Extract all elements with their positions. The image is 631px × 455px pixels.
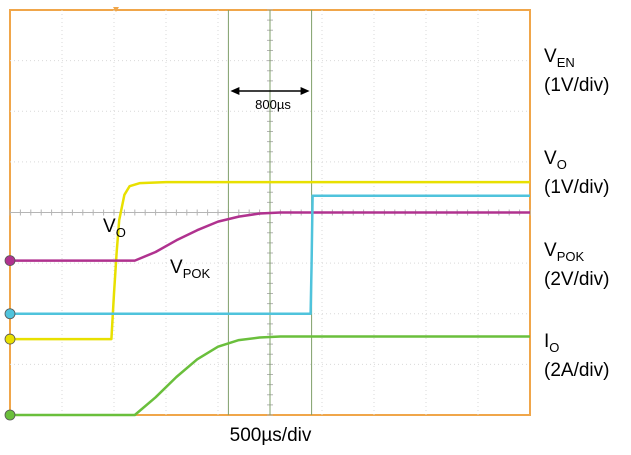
legend-io: IO (2A/div) <box>544 331 609 382</box>
legend-vo-scale: (1V/div) <box>544 177 610 198</box>
inline-label-vpok-sub: POK <box>182 266 211 281</box>
legend-ven: VEN (1V/div) <box>544 46 609 97</box>
ground-marker-ven <box>4 333 16 345</box>
ground-marker-vpok <box>4 308 16 320</box>
legend-ven-main: V <box>544 46 557 67</box>
trigger-position-marker <box>113 7 119 12</box>
inline-label-vpok: VPOK <box>170 257 211 281</box>
inline-label-vo-sub: O <box>115 225 126 240</box>
inline-label-vpok-main: V <box>170 257 183 278</box>
legend-io-main: I <box>544 331 550 352</box>
legend-vpok-sub: POK <box>556 249 585 264</box>
legend-vpok-main: V <box>544 240 557 261</box>
trace-vpok <box>10 194 530 316</box>
legend-ven-sub: EN <box>556 55 575 70</box>
delay-arrow <box>230 87 310 95</box>
legend-vpok-scale: (2V/div) <box>544 269 610 290</box>
legend-ven-scale: (1V/div) <box>544 75 610 96</box>
traces <box>10 180 530 417</box>
legend-vo-sub: O <box>556 157 567 172</box>
trace-io <box>10 335 530 417</box>
legend-vo: VO (1V/div) <box>544 148 609 199</box>
time-scale-label: 500µs/div <box>229 425 312 446</box>
legend-io-scale: (2A/div) <box>544 360 610 381</box>
delay-annotation-label: 800µs <box>255 97 291 112</box>
delay-arrow-head-left <box>230 87 240 95</box>
ground-marker-vo <box>4 255 16 266</box>
trace-vo <box>10 211 530 262</box>
legend-vo-main: V <box>544 148 557 169</box>
delay-arrow-head-right <box>300 87 310 95</box>
inline-label-vo-main: V <box>103 216 116 237</box>
ground-marker-io <box>4 409 16 421</box>
ground-markers <box>4 255 16 421</box>
inline-label-vo: VO <box>103 216 126 240</box>
legend-io-sub: O <box>549 340 560 355</box>
legend-vpok: VPOK (2V/div) <box>544 240 609 291</box>
trace-ven <box>10 180 530 341</box>
